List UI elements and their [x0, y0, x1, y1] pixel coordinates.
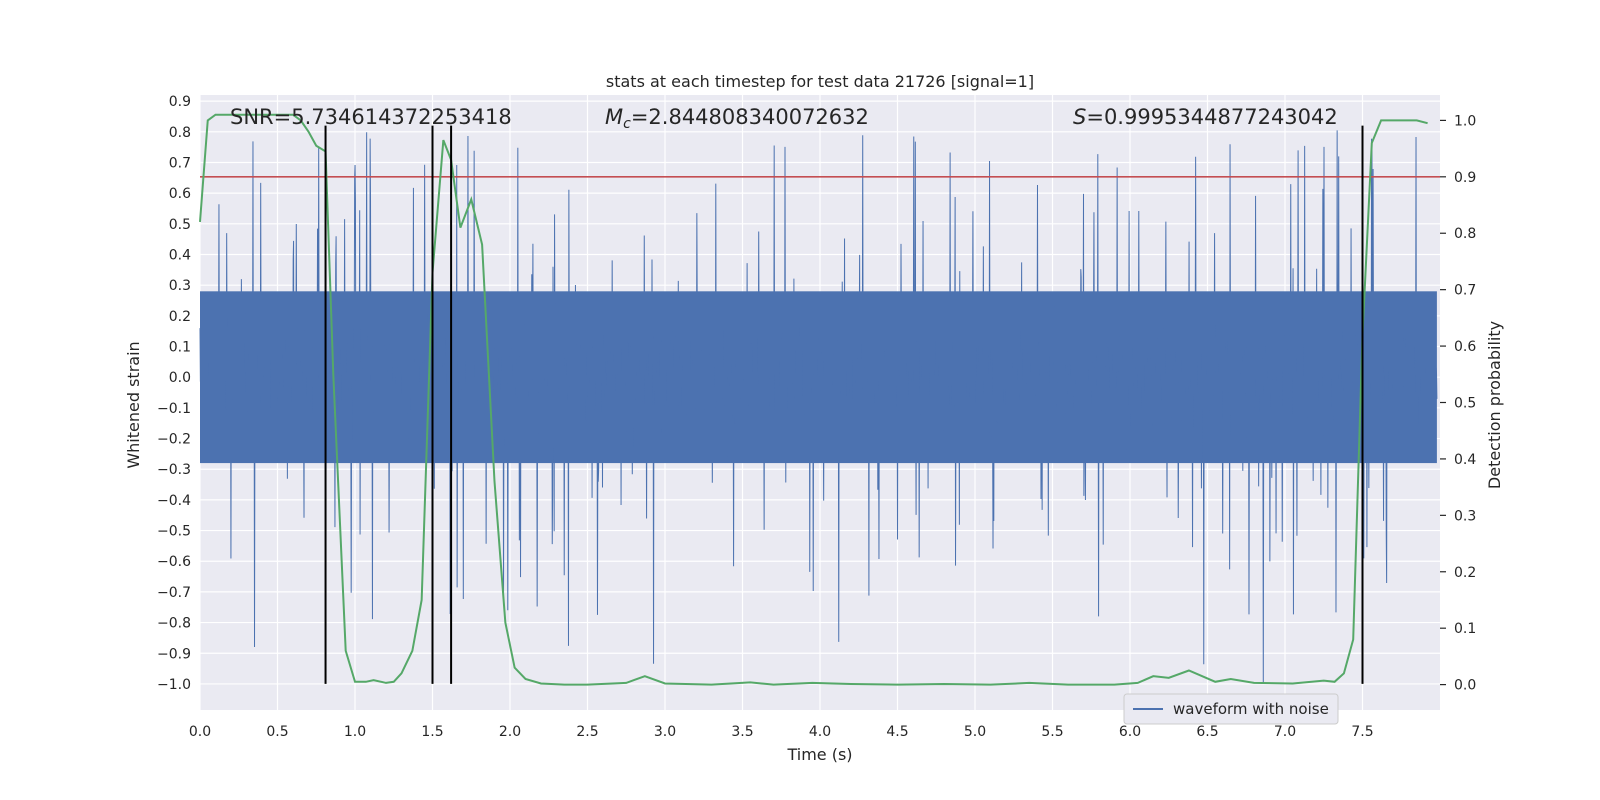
left-y-tick-label: −1.0 — [157, 677, 191, 693]
right-y-tick-label: 0.5 — [1454, 396, 1476, 412]
x-tick-label: 2.5 — [576, 724, 598, 740]
score-symbol: S — [1073, 105, 1086, 129]
event-markers — [324, 125, 1364, 684]
x-tick-label: 5.5 — [1041, 724, 1063, 740]
left-y-tick-label: −0.2 — [157, 432, 191, 448]
score-annotation: S=0.9995344877243042 — [1073, 105, 1338, 129]
left-y-tick-label: −0.1 — [157, 401, 191, 417]
x-tick-label: 4.5 — [886, 724, 908, 740]
x-tick-label: 4.0 — [809, 724, 831, 740]
right-y-tick-label: 0.0 — [1454, 678, 1476, 694]
right-y-axis-ticks: 1.0 0.9 0.8 0.7 0.6 0.5 0.4 0.3 0.2 0.1 0.0 — [1440, 113, 1476, 694]
right-y-tick-label: 1.0 — [1454, 113, 1476, 129]
chirp-mass-subscript: c — [623, 116, 631, 132]
left-y-tick-label: −0.3 — [157, 462, 191, 478]
right-y-tick-label: 0.9 — [1454, 170, 1476, 186]
x-axis-label: Time (s) — [786, 745, 852, 764]
left-y-tick-label: 0.1 — [169, 340, 191, 356]
x-tick-label: 1.0 — [344, 724, 366, 740]
x-tick-label: 3.0 — [654, 724, 676, 740]
x-tick-label: 2.0 — [499, 724, 521, 740]
strain-trace — [199, 130, 1438, 684]
legend-box — [1123, 693, 1339, 725]
left-y-tick-label: −0.4 — [157, 493, 191, 509]
snr-annotation: SNR=5.734614372253418 — [230, 105, 512, 129]
right-y-tick-label: 0.3 — [1454, 508, 1476, 524]
x-tick-label: 0.0 — [189, 724, 211, 740]
right-y-tick-label: 0.4 — [1454, 452, 1476, 468]
detection-probability-line — [199, 113, 1428, 686]
left-y-tick-label: 0.7 — [169, 155, 191, 171]
right-y-tick-label: 0.6 — [1454, 339, 1476, 355]
left-y-tick-label: 0.4 — [169, 248, 191, 264]
left-y-axis-ticks: 0.9 0.8 0.7 0.6 0.5 0.4 0.3 0.2 0.1 0.0 −0.1 −0.2 −0… — [157, 94, 191, 693]
left-y-tick-label: 0.8 — [169, 125, 191, 141]
x-tick-label: 7.5 — [1351, 724, 1373, 740]
left-y-tick-label: 0.5 — [169, 217, 191, 233]
x-axis-ticks: 0.0 0.5 1.0 1.5 2.0 2.5 3.0 3.5 4.0 4.5 5.0 5.5 6.0 6… — [189, 724, 1374, 740]
x-tick-label: 3.5 — [731, 724, 753, 740]
left-y-tick-label: 0.2 — [169, 309, 191, 325]
left-y-tick-label: −0.6 — [157, 554, 191, 570]
left-y-tick-label: −0.7 — [157, 585, 191, 601]
left-y-tick-label: 0.9 — [169, 94, 191, 110]
x-tick-label: 0.5 — [266, 724, 288, 740]
left-y-tick-label: 0.6 — [169, 186, 191, 202]
x-tick-label: 6.5 — [1196, 724, 1218, 740]
whitened-strain-series — [199, 130, 1438, 684]
left-y-tick-label: 0.0 — [169, 370, 191, 386]
right-y-axis-label: Detection probability — [1485, 321, 1504, 489]
left-y-tick-label: 0.3 — [169, 278, 191, 294]
chirp-mass-annotation: Mc=2.844808340072632 — [605, 105, 869, 132]
chirp-mass-symbol: M — [605, 105, 623, 129]
left-y-tick-label: −0.9 — [157, 646, 191, 662]
right-y-tick-label: 0.7 — [1454, 283, 1476, 299]
right-y-tick-label: 0.8 — [1454, 226, 1476, 242]
left-y-tick-label: −0.5 — [157, 524, 191, 540]
right-y-tick-label: 0.2 — [1454, 565, 1476, 581]
x-tick-label: 6.0 — [1119, 724, 1141, 740]
detection-probability-layer — [199, 113, 1440, 686]
left-y-axis-label: Whitened strain — [124, 341, 143, 468]
chart-title: stats at each timestep for test data 217… — [606, 72, 1034, 91]
legend: waveform with noise — [1123, 693, 1339, 725]
left-y-tick-label: −0.8 — [157, 616, 191, 632]
right-y-tick-label: 0.1 — [1454, 621, 1476, 637]
x-tick-label: 1.5 — [421, 724, 443, 740]
x-tick-label: 7.0 — [1274, 724, 1296, 740]
legend-label: waveform with noise — [1173, 700, 1329, 718]
score-value: =0.9995344877243042 — [1086, 105, 1337, 129]
x-tick-label: 5.0 — [964, 724, 986, 740]
chirp-mass-value: =2.844808340072632 — [631, 105, 869, 129]
